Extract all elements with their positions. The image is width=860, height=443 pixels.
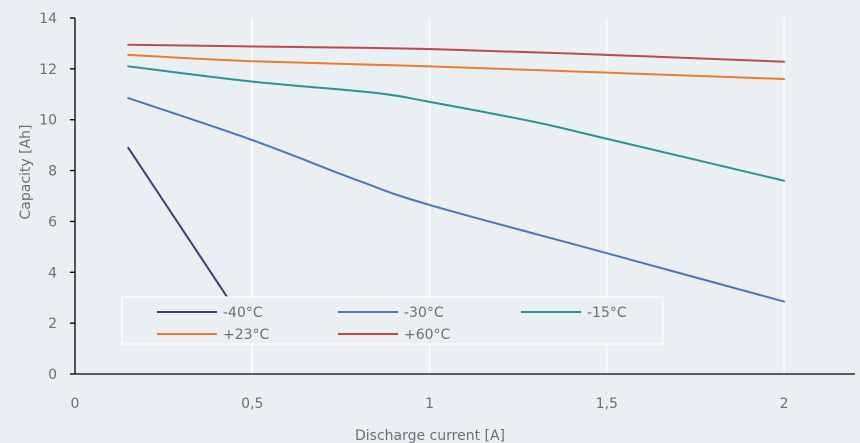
y-tick-label: 12 [39,62,57,78]
y-tick-label: 8 [48,164,57,180]
legend-label-4: +60°C [404,327,451,343]
series-line-2 [127,65,786,182]
y-tick-label: 6 [48,214,57,230]
legend: -40°C -30°C -15°C +23°C +60°C [121,296,664,345]
x-tick-label: 0 [71,396,80,412]
y-tick-label: 0 [48,367,57,383]
x-tick-label: 1,5 [596,396,618,412]
axes [74,18,855,375]
series-lines [127,43,786,304]
y-tick-label: 2 [48,316,57,332]
y-tick-label: 10 [39,113,57,129]
x-tick-label: 2 [780,396,789,412]
legend-label-1: -30°C [404,305,444,321]
x-tick-labels: 0 0,5 1 1,5 2 [71,396,789,412]
y-tick-label: 4 [48,265,57,281]
series-line-1 [127,97,786,303]
y-tick-labels: 0 2 4 6 8 10 12 14 [39,11,75,383]
legend-label-3: +23°C [223,327,270,343]
x-tick-label: 1 [425,396,434,412]
legend-label-2: -15°C [587,305,627,321]
legend-label-0: -40°C [223,305,263,321]
series-line-0 [127,146,232,304]
x-axis-title: Discharge current [A] [355,428,505,443]
series-line-3 [127,53,786,81]
legend-box [121,296,664,345]
y-tick-label: 14 [39,11,57,27]
x-tick-label: 0,5 [241,396,263,412]
y-axis-title: Capacity [Ah] [18,124,34,219]
series-line-4 [127,43,786,63]
